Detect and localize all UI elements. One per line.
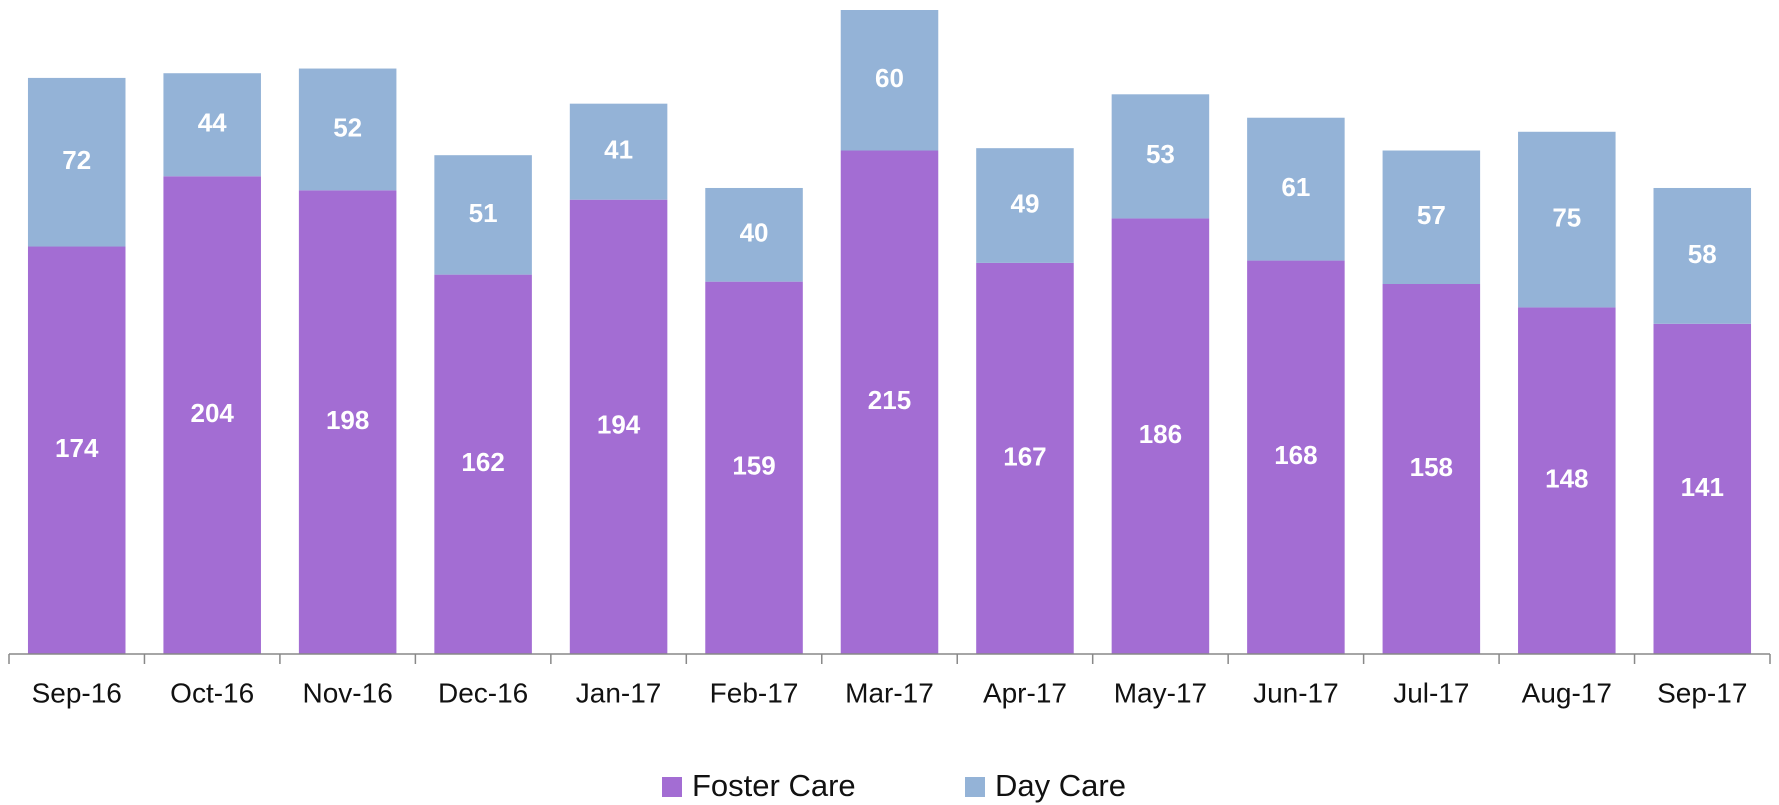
bar-segment <box>705 187 803 282</box>
bar-segment <box>840 10 939 151</box>
bar-segment <box>705 281 803 654</box>
legend-swatch <box>965 777 985 797</box>
x-tick-label: Aug-17 <box>1522 677 1612 708</box>
x-tick-label: Nov-16 <box>303 677 393 708</box>
bar-segment <box>1518 131 1616 308</box>
x-tick-label: Sep-17 <box>1657 677 1747 708</box>
data-label: 53 <box>1146 139 1175 169</box>
data-label: 159 <box>732 451 775 481</box>
data-label: 40 <box>740 218 769 248</box>
bar-segment <box>298 190 397 654</box>
data-label: 141 <box>1681 472 1724 502</box>
data-label: 52 <box>333 112 362 142</box>
bar-segment <box>569 103 668 200</box>
x-tick-label: Mar-17 <box>845 677 934 708</box>
x-tick-label: Dec-16 <box>438 677 528 708</box>
data-label: 194 <box>597 410 641 440</box>
data-label: 198 <box>326 405 369 435</box>
data-label: 51 <box>469 198 498 228</box>
data-label: 158 <box>1410 452 1453 482</box>
data-label: 148 <box>1545 464 1588 494</box>
bar-segment <box>1382 150 1481 284</box>
x-tick-label: Oct-16 <box>170 677 254 708</box>
data-label: 215 <box>868 385 911 415</box>
data-label: 72 <box>62 145 91 175</box>
x-tick-label: Jul-17 <box>1393 677 1469 708</box>
bar-segment <box>434 155 532 275</box>
data-label: 57 <box>1417 200 1446 230</box>
bar-segment <box>1653 187 1752 324</box>
data-label: 168 <box>1274 440 1317 470</box>
bar-segment <box>298 68 397 191</box>
bar-segment <box>27 246 126 655</box>
x-tick-label: Jun-17 <box>1253 677 1339 708</box>
bar-segment <box>1111 94 1210 219</box>
bar-segment <box>1518 307 1616 654</box>
legend-swatch <box>662 777 682 797</box>
legend-label: Day Care <box>995 768 1126 803</box>
bar-segment <box>163 176 261 654</box>
bar-segment <box>976 148 1074 263</box>
bar-segment <box>1247 260 1345 654</box>
bar-segment <box>27 77 126 247</box>
bar-segment <box>569 199 668 655</box>
data-label: 174 <box>55 433 99 463</box>
bar-segment <box>1653 323 1752 654</box>
x-tick-label: Apr-17 <box>983 677 1067 708</box>
data-label: 75 <box>1552 202 1581 232</box>
data-label: 186 <box>1139 419 1182 449</box>
bar-segment <box>840 150 939 654</box>
data-label: 162 <box>461 447 504 477</box>
bar-segment <box>1111 218 1210 654</box>
data-label: 167 <box>1003 441 1046 471</box>
data-label: 61 <box>1281 172 1310 202</box>
bar-segment <box>1382 283 1481 654</box>
bar-segment <box>163 73 261 177</box>
x-tick-label: Feb-17 <box>710 677 799 708</box>
bar-segment <box>434 274 532 654</box>
data-label: 204 <box>190 398 234 428</box>
data-label: 41 <box>604 135 633 165</box>
x-tick-label: Sep-16 <box>32 677 122 708</box>
data-label: 58 <box>1688 239 1717 269</box>
bar-segment <box>1247 117 1345 261</box>
x-tick-label: May-17 <box>1114 677 1207 708</box>
legend-label: Foster Care <box>692 768 856 803</box>
data-label: 60 <box>875 63 904 93</box>
data-label: 49 <box>1011 188 1040 218</box>
bar-segment <box>976 262 1074 654</box>
data-label: 44 <box>198 108 227 138</box>
x-tick-label: Jan-17 <box>576 677 662 708</box>
